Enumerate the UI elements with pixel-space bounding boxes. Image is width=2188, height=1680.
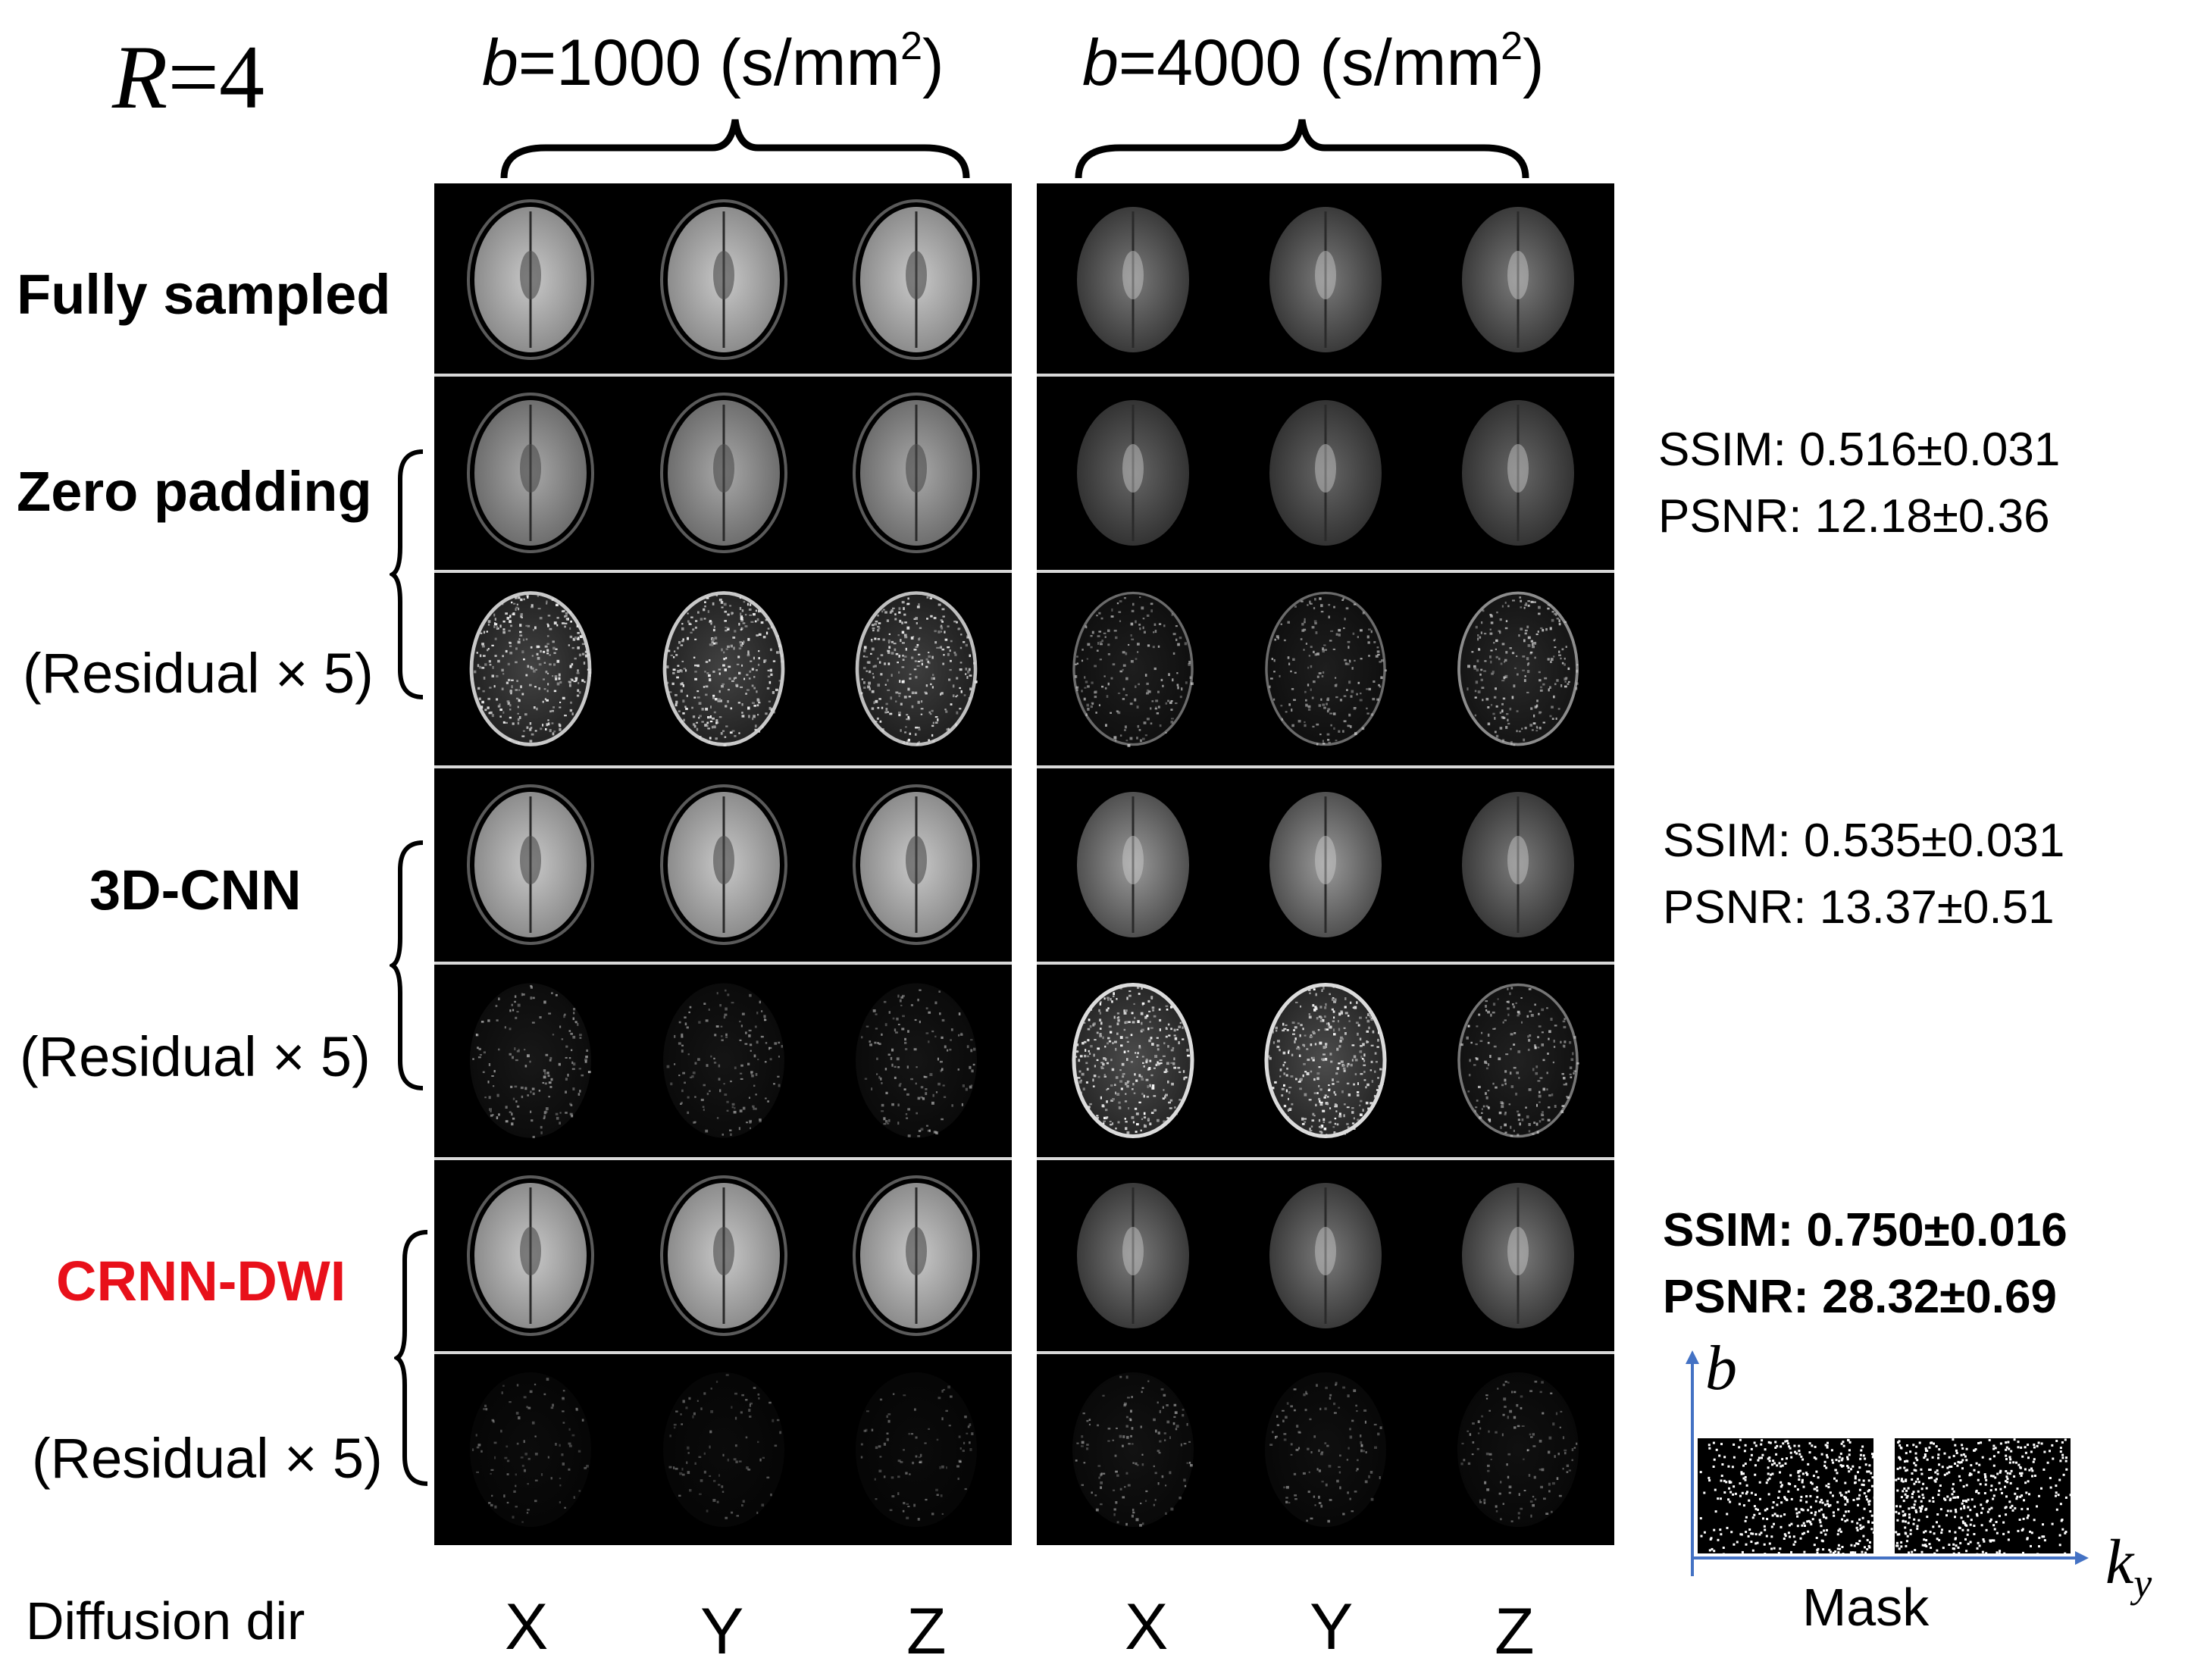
psnr-crnn-dwi: PSNR: 28.32±0.69	[1663, 1271, 2057, 1323]
zero-padding-brace	[390, 449, 424, 699]
brain-fully-sampled-col6	[1462, 207, 1574, 352]
ssim-zero-padding: SSIM: 0.516±0.031	[1658, 424, 2061, 476]
brain-3d-cnn-col3	[853, 784, 980, 945]
brain-zero-padding-col2	[660, 393, 787, 553]
dir-label-x-b1000: X	[505, 1591, 549, 1663]
brain-crnn-dwi-col4	[1077, 1183, 1189, 1328]
crnn-brace	[394, 1230, 428, 1486]
brain-fully-sampled-col4	[1077, 207, 1189, 352]
row-label-3d-cnn: 3D-CNN	[89, 859, 302, 921]
brain-fully-sampled-col5	[1269, 207, 1382, 352]
brain-zero-padding-residual-col6	[1457, 591, 1579, 746]
3d-cnn-brace	[390, 840, 424, 1090]
brain-3d-cnn-residual-col1	[470, 983, 591, 1138]
brain-crnn-dwi-residual-col4	[1072, 1372, 1194, 1527]
brain-fully-sampled-col3	[853, 199, 980, 360]
psnr-3d-cnn: PSNR: 13.37±0.51	[1663, 881, 2055, 934]
dir-label-x-b4000: X	[1125, 1591, 1169, 1663]
dir-label-y-b1000: Y	[700, 1595, 744, 1668]
brain-zero-padding-col4	[1077, 400, 1189, 546]
brain-crnn-dwi-residual-col3	[856, 1372, 977, 1527]
ssim-crnn-dwi: SSIM: 0.750±0.016	[1663, 1204, 2067, 1256]
mask-x-axis-label: ky	[2105, 1527, 2152, 1606]
diffusion-dir-title: Diffusion dir	[26, 1591, 305, 1650]
acceleration-factor-label: R=4	[112, 27, 265, 127]
row-label-residual-3: (Residual × 5)	[32, 1427, 383, 1490]
brain-crnn-dwi-col6	[1462, 1183, 1574, 1328]
brain-3d-cnn-col6	[1462, 792, 1574, 937]
brain-crnn-dwi-residual-col5	[1265, 1372, 1386, 1527]
brain-zero-padding-col1	[467, 393, 594, 553]
dir-label-z-b4000: Z	[1495, 1595, 1535, 1668]
mask-block-b4000	[1895, 1438, 2072, 1556]
brain-zero-padding-col6	[1462, 400, 1574, 546]
brain-3d-cnn-col5	[1269, 792, 1382, 937]
brain-fully-sampled-col2	[660, 199, 787, 360]
brain-3d-cnn-residual-col4	[1072, 983, 1194, 1138]
brain-3d-cnn-col4	[1077, 792, 1189, 937]
brain-3d-cnn-residual-col3	[856, 983, 977, 1138]
metrics-crnn-dwi: SSIM: 0.750±0.016 PSNR: 28.32±0.69	[1663, 1197, 2067, 1331]
b4000-header: b=4000 (s/mm2)	[1082, 24, 1545, 99]
psnr-zero-padding: PSNR: 12.18±0.36	[1658, 490, 2050, 543]
brain-3d-cnn-residual-col5	[1264, 983, 1387, 1138]
brain-3d-cnn-col1	[467, 784, 594, 945]
brain-crnn-dwi-residual-col2	[663, 1372, 784, 1527]
brain-crnn-dwi-col1	[467, 1175, 594, 1336]
brain-zero-padding-col5	[1269, 400, 1382, 546]
brain-zero-padding-residual-col2	[662, 591, 785, 746]
row-label-fully-sampled: Fully sampled	[17, 263, 391, 326]
brain-crnn-dwi-col5	[1269, 1183, 1382, 1328]
metrics-3d-cnn: SSIM: 0.535±0.031 PSNR: 13.37±0.51	[1663, 808, 2064, 941]
mask-axes	[1686, 1350, 2089, 1576]
brain-zero-padding-residual-col4	[1072, 591, 1194, 747]
b1000-brace	[500, 119, 970, 179]
brain-3d-cnn-residual-col2	[663, 983, 784, 1138]
brain-crnn-dwi-residual-col6	[1457, 1372, 1579, 1527]
ssim-3d-cnn: SSIM: 0.535±0.031	[1663, 815, 2065, 867]
brain-zero-padding-col3	[853, 393, 980, 553]
b1000-header: b=1000 (s/mm2)	[482, 24, 944, 99]
brain-crnn-dwi-col2	[660, 1175, 787, 1336]
brain-crnn-dwi-col3	[853, 1175, 980, 1336]
brain-3d-cnn-residual-col6	[1457, 983, 1579, 1138]
dir-label-z-b1000: Z	[906, 1595, 947, 1668]
metrics-zero-padding: SSIM: 0.516±0.031 PSNR: 12.18±0.36	[1658, 417, 2060, 550]
mask-block-b1000	[1698, 1438, 1876, 1556]
b4000-brace	[1075, 119, 1529, 179]
mask-y-axis-label: b	[1705, 1333, 1737, 1403]
row-label-residual-1: (Residual × 5)	[23, 642, 374, 705]
brain-3d-cnn-col2	[660, 784, 787, 945]
brain-crnn-dwi-residual-col1	[470, 1372, 591, 1527]
brain-zero-padding-residual-col3	[855, 591, 978, 746]
brain-zero-padding-residual-col5	[1265, 591, 1388, 746]
dir-label-y-b4000: Y	[1310, 1591, 1354, 1663]
mask-title: Mask	[1802, 1578, 1930, 1637]
row-label-residual-2: (Residual × 5)	[20, 1025, 371, 1088]
brain-zero-padding-residual-col1	[469, 591, 592, 746]
brain-fully-sampled-col1	[467, 199, 594, 360]
row-label-crnn-dwi: CRNN-DWI	[56, 1250, 346, 1312]
row-label-zero-padding: Zero padding	[17, 460, 372, 523]
